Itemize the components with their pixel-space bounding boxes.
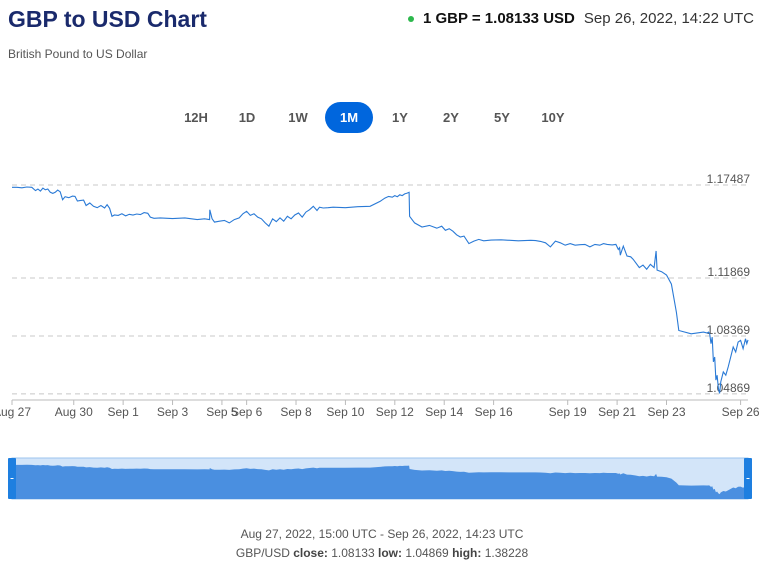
x-tick-label: Aug 30 xyxy=(55,405,93,419)
x-tick-label: Aug 27 xyxy=(0,405,31,419)
y-tick-label: 1.11869 xyxy=(708,265,751,279)
tab-1d[interactable]: 1D xyxy=(238,110,256,125)
range-navigator[interactable] xyxy=(0,454,764,504)
high-label: high: xyxy=(452,546,482,560)
tab-2y[interactable]: 2Y xyxy=(443,110,459,125)
y-axis-labels: 1.17487 1.11869 1.08369 1.04869 xyxy=(707,172,751,395)
y-tick-label: 1.08369 xyxy=(707,323,751,337)
live-rate: 1 GBP = 1.08133 USD Sep 26, 2022, 14:22 … xyxy=(407,10,754,27)
x-tick-label: Sep 6 xyxy=(231,405,263,419)
low-label: low: xyxy=(377,546,402,560)
high-value: 1.38228 xyxy=(484,546,529,560)
price-line xyxy=(12,186,749,394)
close-value: 1.08133 xyxy=(331,546,375,560)
tab-1w[interactable]: 1W xyxy=(288,110,308,125)
close-label: close: xyxy=(293,546,328,560)
x-tick-label: Sep 10 xyxy=(326,405,364,419)
x-tick-label: Sep 14 xyxy=(425,405,463,419)
grid-lines xyxy=(12,184,748,395)
x-tick-label: Sep 5 xyxy=(206,405,238,419)
y-tick-label: 1.17487 xyxy=(707,172,751,186)
x-tick-label: Sep 21 xyxy=(598,405,636,419)
tab-5y[interactable]: 5Y xyxy=(494,110,510,125)
live-status-dot-icon xyxy=(407,15,414,22)
pair-label: GBP/USD xyxy=(235,546,290,560)
page-title: GBP to USD Chart xyxy=(8,6,207,32)
navigator-area xyxy=(12,464,748,499)
date-range: Aug 27, 2022, 15:00 UTC - Sep 26, 2022, … xyxy=(240,527,524,541)
low-value: 1.04869 xyxy=(405,546,449,560)
x-tick-label: Sep 1 xyxy=(107,405,139,419)
x-tick-label: Sep 12 xyxy=(376,405,414,419)
x-tick-label: Sep 19 xyxy=(549,405,587,419)
y-tick-label: 1.04869 xyxy=(707,381,751,395)
price-stats: GBP/USD close: 1.08133 low: 1.04869 high… xyxy=(0,546,764,560)
x-tick-label: Sep 16 xyxy=(475,405,513,419)
price-chart[interactable]: 1.17487 1.11869 1.08369 1.04869 Aug 27 Aug 3… xyxy=(0,150,764,422)
x-tick-label: Sep 3 xyxy=(157,405,189,419)
tab-10y[interactable]: 10Y xyxy=(541,110,565,125)
rate-timestamp: Sep 26, 2022, 14:22 UTC xyxy=(583,10,754,27)
navigator-handles xyxy=(8,458,752,499)
tab-1y[interactable]: 1Y xyxy=(392,110,408,125)
timeframe-tabs: 12H 1D 1W 1M 1Y 2Y 5Y 10Y xyxy=(172,102,577,133)
rate-quote: 1 GBP = 1.08133 USD xyxy=(422,10,575,27)
page-subtitle: British Pound to US Dollar xyxy=(8,47,148,61)
x-tick-label: Sep 23 xyxy=(647,405,685,419)
x-tick-label: Sep 8 xyxy=(280,405,312,419)
tab-1m[interactable]: 1M xyxy=(325,102,373,133)
x-tick-label: Sep 26 xyxy=(722,405,760,419)
tab-12h[interactable]: 12H xyxy=(184,110,208,125)
